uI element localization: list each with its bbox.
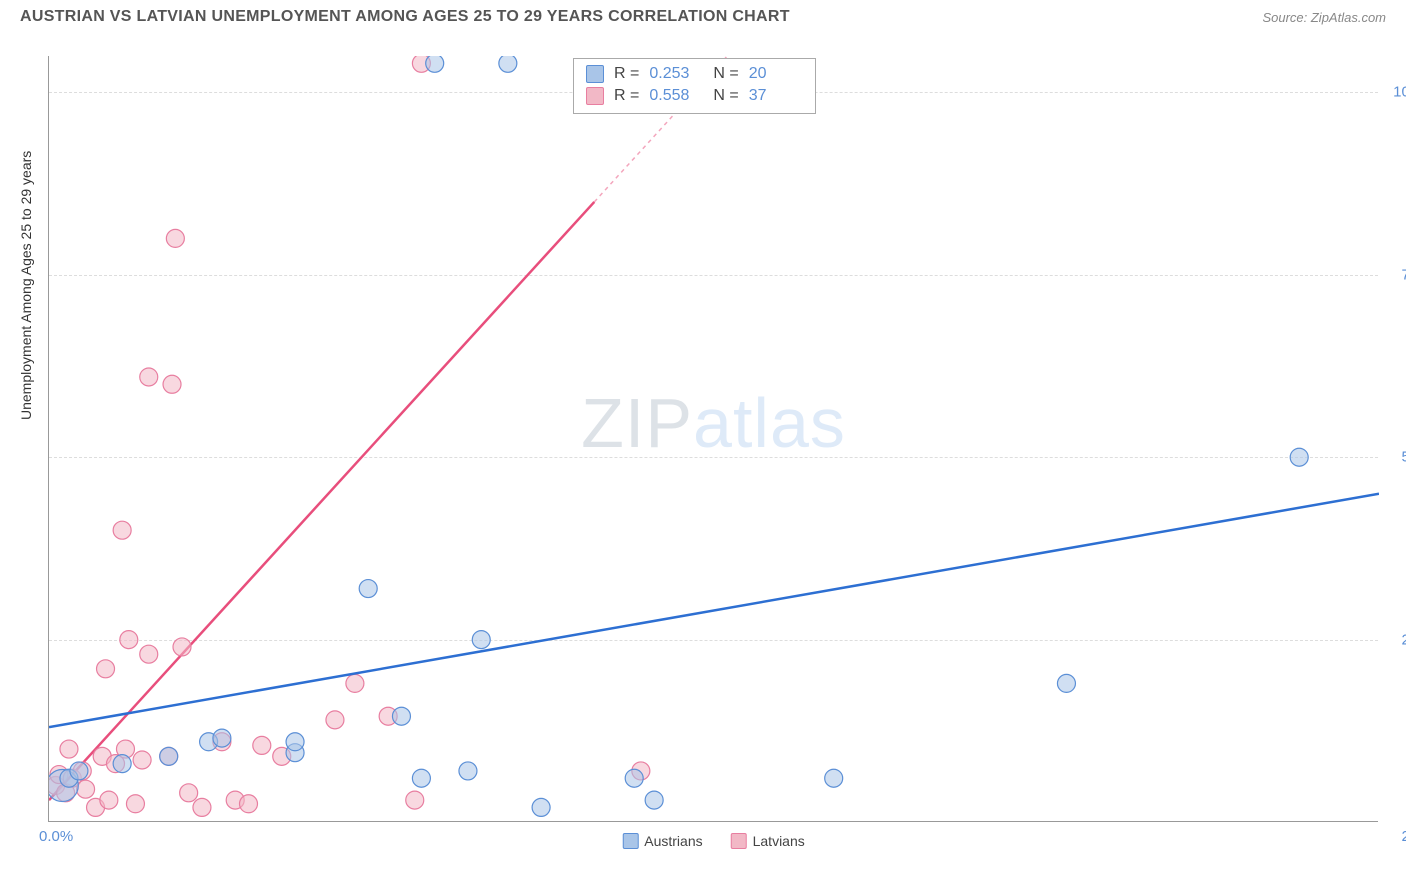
header: AUSTRIAN VS LATVIAN UNEMPLOYMENT AMONG A…: [0, 0, 1406, 30]
legend-item-austrians: Austrians: [622, 833, 702, 849]
stats-swatch-austrians: [586, 65, 604, 83]
stats-row-latvians: R = 0.558 N = 37: [586, 85, 803, 107]
stats-box: R = 0.253 N = 20 R = 0.558 N = 37: [573, 58, 816, 114]
stats-row-austrians: R = 0.253 N = 20: [586, 63, 803, 85]
legend-label-austrians: Austrians: [644, 833, 702, 849]
y-tick-label: 75.0%: [1401, 266, 1406, 283]
chart-title: AUSTRIAN VS LATVIAN UNEMPLOYMENT AMONG A…: [20, 8, 790, 26]
stats-swatch-latvians: [586, 87, 604, 105]
legend-swatch-latvians: [731, 833, 747, 849]
stats-n-value: 37: [749, 87, 803, 105]
y-tick-label: 50.0%: [1401, 449, 1406, 466]
y-tick-label: 25.0%: [1401, 631, 1406, 648]
stats-n-label: N =: [713, 87, 738, 105]
stats-r-value: 0.253: [649, 65, 703, 83]
plot-area: ZIPatlas R = 0.253 N = 20 R = 0.558 N = …: [48, 56, 1378, 822]
legend-item-latvians: Latvians: [731, 833, 805, 849]
x-tick-start: 0.0%: [39, 828, 73, 845]
stats-r-value: 0.558: [649, 87, 703, 105]
bottom-legend: Austrians Latvians: [622, 833, 805, 849]
source-label: Source: ZipAtlas.com: [1262, 10, 1386, 25]
y-axis-label: Unemployment Among Ages 25 to 29 years: [18, 151, 34, 420]
x-tick-end: 20.0%: [1401, 828, 1406, 845]
stats-n-value: 20: [749, 65, 803, 83]
scatter-plot: [49, 56, 1379, 822]
stats-n-label: N =: [713, 65, 738, 83]
legend-label-latvians: Latvians: [753, 833, 805, 849]
chart-container: ZIPatlas R = 0.253 N = 20 R = 0.558 N = …: [48, 56, 1378, 822]
y-tick-label: 100.0%: [1393, 84, 1406, 101]
legend-swatch-austrians: [622, 833, 638, 849]
stats-r-label: R =: [614, 87, 639, 105]
stats-r-label: R =: [614, 65, 639, 83]
